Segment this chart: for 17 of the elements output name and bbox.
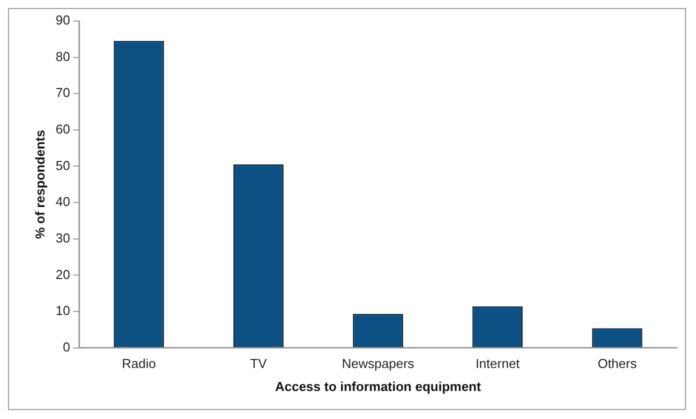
y-tick-label: 10: [56, 303, 70, 318]
y-tick-label: 80: [56, 48, 70, 64]
y-tick-label: 20: [56, 266, 70, 282]
x-axis-title: Access to information equipment: [275, 378, 482, 394]
y-tick-label: 30: [56, 230, 70, 246]
x-tick-label: TV: [250, 356, 268, 372]
y-tick-label: 50: [56, 158, 70, 173]
y-tick-label: 70: [56, 85, 70, 100]
y-tick-label: 90: [56, 12, 70, 28]
x-tick-label: Others: [598, 356, 638, 372]
y-tick-label: 0: [62, 339, 70, 354]
y-axis-title: % of respondents: [32, 130, 48, 239]
x-tick-label: Newspapers: [342, 356, 415, 372]
y-tick-label: 60: [56, 122, 70, 137]
x-tick-label: Internet: [476, 356, 520, 372]
y-tick-label: 40: [56, 194, 70, 210]
x-tick-label: Radio: [122, 356, 156, 372]
